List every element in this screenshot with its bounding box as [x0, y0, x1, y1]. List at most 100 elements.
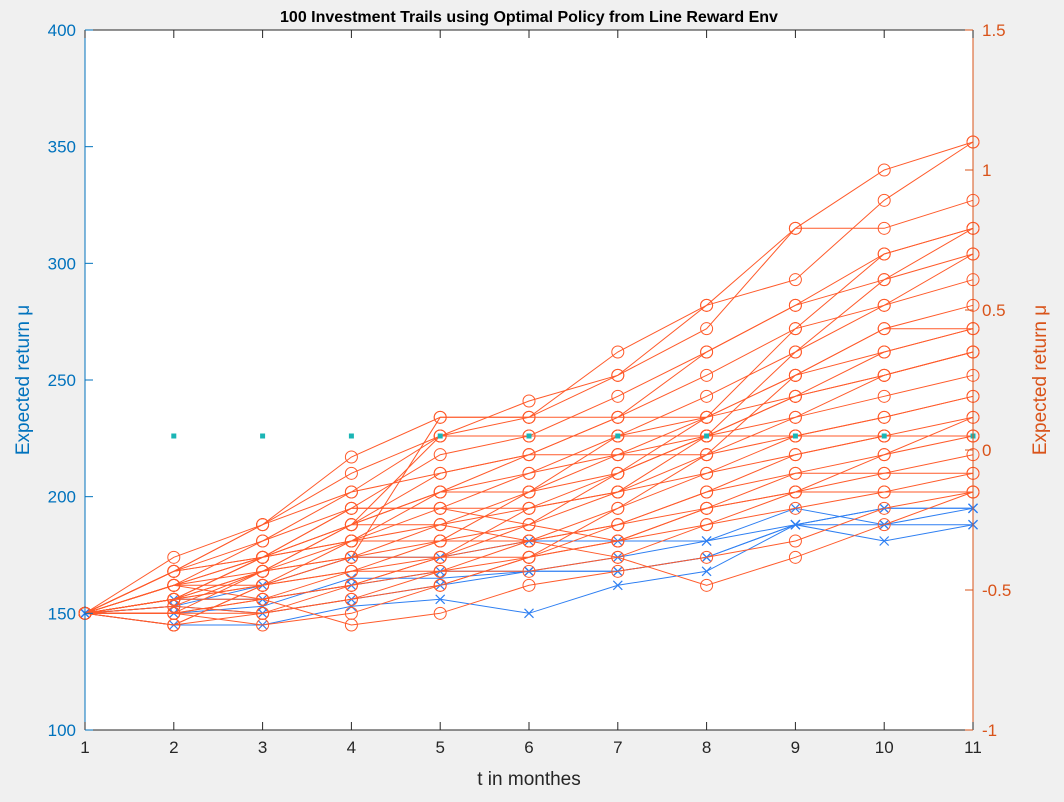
chart-title: 100 Investment Trails using Optimal Poli… — [280, 9, 778, 26]
circle-marker — [877, 389, 891, 403]
circle-marker — [700, 389, 714, 403]
right-y-tick-label: 1 — [982, 161, 991, 180]
x-tick-label: 11 — [964, 738, 982, 757]
circle-marker — [256, 592, 270, 606]
teal-square-marker — [437, 433, 443, 439]
circle-marker — [522, 501, 536, 515]
circle-marker — [256, 578, 270, 592]
circle-marker — [611, 518, 625, 532]
red-trail-line — [84, 435, 973, 614]
circle-marker — [167, 550, 181, 564]
circle-marker — [788, 485, 802, 499]
circle-marker — [700, 322, 714, 336]
circle-marker — [700, 429, 714, 443]
right-y-tick-label: 1.5 — [982, 21, 1006, 40]
circle-marker — [611, 410, 625, 424]
teal-square-marker — [881, 433, 887, 439]
x-tick-label: 3 — [258, 738, 267, 757]
circle-marker — [167, 578, 181, 592]
circle-marker — [522, 578, 536, 592]
left-y-tick-label: 100 — [48, 721, 76, 740]
circle-marker — [877, 298, 891, 312]
x-marker — [524, 608, 534, 619]
circle-marker — [788, 466, 802, 480]
circle-marker — [877, 485, 891, 499]
circle-marker — [877, 163, 891, 177]
circle-marker — [433, 578, 447, 592]
circle-marker — [788, 345, 802, 359]
circle-marker — [344, 618, 358, 632]
left-y-tick-label: 400 — [48, 21, 76, 40]
circle-marker — [522, 564, 536, 578]
circle-marker — [700, 368, 714, 382]
circle-marker — [700, 501, 714, 515]
left-y-tick-label: 350 — [48, 138, 76, 157]
right-y-tick-label: 0 — [982, 441, 991, 460]
x-marker — [346, 573, 357, 584]
circle-marker — [433, 534, 447, 548]
left-y-axis-label: Expected return μ — [13, 305, 34, 455]
circle-marker — [522, 448, 536, 462]
x-tick-label: 5 — [435, 738, 444, 757]
x-marker — [701, 566, 712, 577]
circle-marker — [788, 550, 802, 564]
circle-marker — [700, 518, 714, 532]
x-marker — [612, 580, 623, 591]
circle-marker — [611, 564, 625, 578]
circle-marker — [344, 578, 358, 592]
circle-marker — [344, 592, 358, 606]
circle-marker — [877, 221, 891, 235]
circle-marker — [700, 410, 714, 424]
circle-marker — [344, 450, 358, 464]
red-trail-line — [84, 491, 973, 614]
circle-marker — [611, 550, 625, 564]
circle-marker — [877, 501, 891, 515]
series-layer — [78, 135, 980, 632]
tick-layer: 1 2 3 4 5 6 7 8 9 10 11100150200250300350400-1-0.5… — [48, 21, 1012, 757]
circle-marker — [877, 322, 891, 336]
circle-marker — [167, 564, 181, 578]
left-y-tick-label: 300 — [48, 254, 76, 273]
teal-square-marker — [704, 433, 710, 439]
circle-marker — [700, 578, 714, 592]
red-trail-line — [84, 227, 974, 614]
x-marker — [790, 519, 801, 530]
circle-marker — [433, 501, 447, 515]
circle-marker — [433, 466, 447, 480]
circle-marker — [522, 518, 536, 532]
circle-marker — [700, 466, 714, 480]
teal-square-marker — [792, 433, 798, 439]
circle-marker — [611, 429, 625, 443]
left-y-tick-label: 150 — [48, 604, 76, 623]
circle-marker — [788, 389, 802, 403]
circle-marker — [788, 448, 802, 462]
right-y-axis-label: Expected return μ — [1030, 305, 1051, 455]
circle-marker — [700, 345, 714, 359]
circle-marker — [700, 298, 714, 312]
circle-marker — [167, 606, 181, 620]
x-marker — [701, 536, 712, 546]
x-tick-label: 10 — [875, 738, 894, 757]
right-y-tick-label: 0.5 — [982, 301, 1006, 320]
circle-marker — [877, 345, 891, 359]
circle-marker — [522, 466, 536, 480]
circle-marker — [433, 550, 447, 564]
circle-marker — [256, 564, 270, 578]
x-tick-label: 9 — [791, 738, 800, 757]
circle-marker — [433, 606, 447, 620]
circle-marker — [256, 518, 270, 532]
circle-marker — [877, 466, 891, 480]
red-trail-line — [84, 416, 974, 614]
circle-marker — [611, 389, 625, 403]
circle-marker — [344, 550, 358, 564]
circle-marker — [788, 221, 802, 235]
x-marker — [879, 536, 890, 546]
x-marker — [257, 601, 268, 612]
circle-marker — [167, 599, 181, 613]
circle-marker — [611, 485, 625, 499]
circle-marker — [433, 429, 447, 443]
circle-marker — [611, 368, 625, 382]
circle-marker — [344, 534, 358, 548]
circle-marker — [700, 448, 714, 462]
